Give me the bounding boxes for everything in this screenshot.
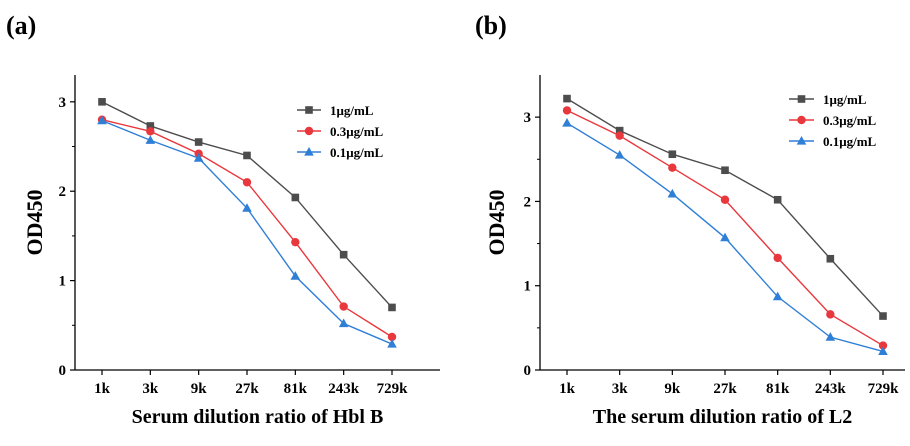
- x-tick-label: 1k: [94, 381, 111, 397]
- legend-entry: 1μg/mL: [789, 92, 867, 107]
- data-point: [772, 291, 783, 301]
- legend-label: 0.1μg/mL: [330, 145, 384, 160]
- legend-entry: 0.3μg/mL: [789, 113, 877, 128]
- series-2: [97, 115, 397, 348]
- data-point: [291, 193, 300, 202]
- data-point: [146, 127, 155, 136]
- series-0: [98, 98, 396, 312]
- legend-marker: [304, 147, 314, 156]
- y-tick-label: 2: [524, 194, 532, 210]
- y-tick-label: 0: [524, 363, 532, 379]
- y-tick-label: 2: [59, 184, 67, 200]
- series-2: [562, 118, 888, 356]
- data-point: [97, 115, 107, 125]
- data-point: [773, 195, 782, 204]
- data-point: [825, 332, 836, 341]
- legend-marker: [304, 126, 314, 136]
- data-point: [242, 203, 252, 212]
- x-tick-label: 3k: [612, 381, 629, 397]
- legend-marker: [305, 106, 313, 114]
- legend-marker: [796, 136, 807, 145]
- data-point: [387, 339, 397, 348]
- data-point: [614, 150, 625, 159]
- y-axis-title: OD450: [484, 190, 509, 256]
- data-point: [563, 94, 571, 103]
- data-point: [388, 303, 396, 312]
- legend-entry: 1μg/mL: [297, 103, 374, 118]
- series-0: [563, 94, 887, 320]
- data-point: [194, 138, 203, 146]
- x-tick-label: 729k: [377, 381, 409, 397]
- data-point: [339, 250, 348, 259]
- legend-label: 1μg/mL: [823, 92, 867, 107]
- data-point: [146, 122, 155, 130]
- data-point: [879, 312, 887, 320]
- legend-entry: 0.1μg/mL: [789, 134, 877, 149]
- legend-label: 0.3μg/mL: [823, 113, 877, 128]
- data-point: [242, 178, 252, 187]
- data-point: [562, 106, 572, 115]
- data-point: [668, 163, 677, 172]
- data-point: [720, 195, 730, 204]
- data-point: [773, 253, 782, 263]
- legend-label: 0.1μg/mL: [823, 134, 877, 149]
- x-tick-label: 81k: [766, 381, 790, 397]
- x-axis-title: The serum dilution ratio of L2: [593, 406, 852, 428]
- data-point: [826, 254, 835, 263]
- x-tick-label: 729k: [868, 381, 900, 397]
- panel-label: (b): [475, 11, 507, 40]
- x-tick-label: 3k: [142, 381, 159, 397]
- legend-entry: 0.3μg/mL: [297, 124, 384, 139]
- y-axis-title: OD450: [22, 190, 47, 256]
- legend-entry: 0.1μg/mL: [297, 145, 384, 160]
- legend-label: 1μg/mL: [330, 103, 374, 118]
- y-tick-label: 3: [59, 95, 67, 111]
- data-point: [721, 166, 729, 175]
- x-tick-label: 243k: [815, 381, 847, 397]
- data-point: [615, 131, 624, 140]
- x-tick-label: 1k: [559, 381, 576, 397]
- legend-marker: [797, 95, 806, 103]
- data-point: [878, 346, 888, 356]
- data-point: [193, 153, 204, 162]
- y-tick-label: 1: [59, 274, 67, 290]
- x-tick-label: 81k: [284, 381, 308, 397]
- data-point: [145, 135, 156, 144]
- x-axis-title: Serum dilution ratio of Hbl B: [132, 406, 384, 428]
- data-point: [615, 126, 624, 135]
- data-point: [98, 98, 106, 106]
- data-point: [878, 341, 888, 350]
- legend-label: 0.3μg/mL: [330, 124, 384, 139]
- y-tick-label: 3: [524, 110, 532, 126]
- data-point: [291, 237, 300, 247]
- x-tick-label: 9k: [191, 381, 208, 397]
- chart-panel-a: (a) 0 1 2 3 1k 3k 9k 27k 81k 243k 729k OD450 Serum di…: [6, 11, 440, 428]
- data-point: [290, 271, 301, 280]
- data-point: [562, 118, 572, 127]
- data-point: [720, 232, 730, 242]
- data-point: [667, 188, 678, 198]
- series-line: [566, 98, 884, 317]
- y-tick-label: 0: [59, 363, 67, 379]
- x-tick-label: 27k: [713, 381, 737, 397]
- chart-panel-b: (b) 0 1 2 3 1k 3k 9k 27k 81k 243k 729k OD450 The seru…: [475, 11, 905, 428]
- x-tick-label: 27k: [235, 381, 259, 397]
- panel-label: (a): [6, 11, 36, 40]
- x-tick-label: 243k: [328, 381, 360, 397]
- data-point: [243, 151, 251, 160]
- series-1: [562, 106, 888, 350]
- data-point: [338, 318, 349, 328]
- y-tick-label: 1: [524, 279, 532, 295]
- data-point: [668, 150, 677, 159]
- data-point: [339, 302, 348, 311]
- data-point: [387, 332, 397, 342]
- x-tick-label: 9k: [664, 381, 681, 397]
- data-point: [826, 310, 835, 319]
- legend-marker: [797, 115, 806, 125]
